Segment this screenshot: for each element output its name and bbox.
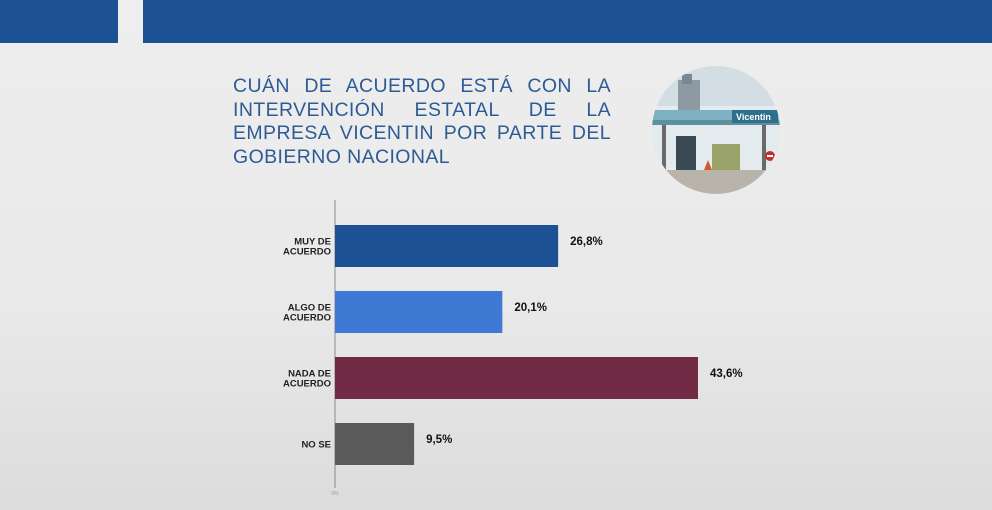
category-label-1-0: ALGO DE [288, 303, 331, 314]
bar-2 [335, 357, 698, 399]
vicentin-plant-photo: Vicentin [652, 66, 780, 194]
category-label-0-0: MUY DE [294, 237, 331, 248]
category-label-1-1: ACUERDO [283, 313, 331, 324]
photo-sign-text: Vicentin [736, 112, 771, 122]
value-label-2: 43,6% [710, 368, 743, 380]
plant-photo-illustration: Vicentin [652, 66, 780, 194]
x-tick-label: 0% [331, 491, 339, 497]
category-label-3-0: NO SE [301, 440, 331, 451]
value-label-1: 20,1% [514, 302, 547, 314]
header-bar-left [0, 0, 118, 43]
value-label-0: 26,8% [570, 236, 603, 248]
bar-3 [335, 423, 415, 465]
header-bar-right [143, 0, 992, 43]
category-label-2-0: NADA DE [288, 369, 331, 380]
category-label-0-1: ACUERDO [283, 247, 331, 258]
value-label-3: 9,5% [426, 434, 452, 446]
bar-1 [335, 291, 503, 333]
bar-0 [335, 225, 559, 267]
chart-title: CUÁN DE ACUERDO ESTÁ CON LA INTERVENCIÓN… [233, 75, 611, 168]
category-label-2-1: ACUERDO [283, 379, 331, 390]
